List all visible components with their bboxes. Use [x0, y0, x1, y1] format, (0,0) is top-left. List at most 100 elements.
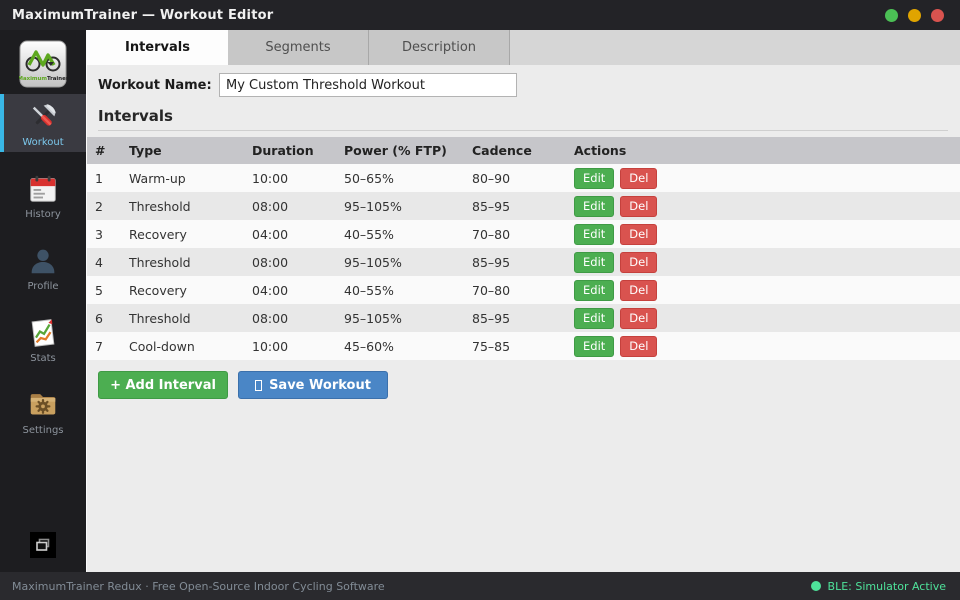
table-row: 3 Recovery 04:00 40–55% 70–80 Edit Del [87, 220, 960, 248]
cell-type: Recovery [129, 226, 187, 242]
cell-type: Warm-up [129, 170, 186, 186]
edit-button[interactable]: Edit [574, 251, 615, 273]
add-interval-button[interactable]: + Add Interval [98, 371, 228, 399]
cell-duration: 08:00 [252, 310, 289, 326]
workout-name-input[interactable] [219, 73, 517, 97]
cell-number: 6 [95, 310, 103, 326]
cell-power: 40–55% [344, 226, 394, 242]
edit-button[interactable]: Edit [574, 223, 615, 245]
status-left-text: MaximumTrainer Redux · Free Open-Source … [12, 579, 385, 593]
svg-text:MaximumTrainer: MaximumTrainer [19, 76, 67, 82]
table-row: 7 Cool-down 10:00 45–60% 75–85 Edit Del [87, 332, 960, 360]
edit-button[interactable]: Edit [574, 167, 615, 189]
cell-number: 5 [95, 282, 103, 298]
column-header: Cadence [464, 137, 566, 164]
cell-type: Recovery [129, 282, 187, 298]
sidebar-item-label: Settings [22, 424, 64, 436]
window-button-red-icon[interactable] [931, 8, 944, 22]
cell-power: 50–65% [344, 170, 394, 186]
edit-button[interactable]: Edit [574, 307, 615, 329]
overlapping-windows-icon [36, 538, 50, 551]
title-bar: MaximumTrainer — Workout Editor [0, 0, 960, 30]
tab-segments[interactable]: Segments [228, 30, 369, 65]
window-button-green-icon[interactable] [885, 8, 898, 22]
cell-power: 45–60% [344, 338, 394, 354]
cell-actions: Edit Del [566, 164, 960, 192]
cell-power: 95–105% [344, 310, 402, 326]
cell-duration: 10:00 [252, 170, 289, 186]
sidebar: MaximumTrainer [0, 30, 86, 572]
chart-doc-icon [25, 315, 61, 351]
cell-type: Threshold [129, 310, 191, 326]
delete-button[interactable]: Del [620, 307, 658, 329]
cell-cadence: 85–95 [472, 254, 511, 270]
cell-actions: Edit Del [566, 248, 960, 276]
cell-type: Cool-down [129, 338, 195, 354]
sidebar-item-history[interactable]: History [0, 166, 86, 224]
sidebar-item-profile[interactable]: Profile [0, 238, 86, 296]
column-header: Duration [244, 137, 336, 164]
sidebar-item-label: Profile [27, 280, 59, 292]
save-workout-label: Save Workout [269, 377, 371, 393]
section-heading: Intervals [98, 107, 173, 125]
cell-power: 95–105% [344, 254, 402, 270]
sidebar-item-workout[interactable]: Workout [0, 94, 86, 152]
edit-button[interactable]: Edit [574, 195, 615, 217]
section-divider [98, 130, 948, 131]
delete-button[interactable]: Del [620, 167, 658, 189]
table-row: 2 Threshold 08:00 95–105% 85–95 Edit Del [87, 192, 960, 220]
edit-button[interactable]: Edit [574, 335, 615, 357]
cell-duration: 08:00 [252, 254, 289, 270]
ble-status-text: BLE: Simulator Active [827, 579, 946, 593]
sidebar-item-stats[interactable]: Stats [0, 310, 86, 368]
sidebar-item-settings[interactable]: Settings [0, 382, 86, 440]
tab-intervals[interactable]: Intervals [87, 30, 228, 65]
delete-button[interactable]: Del [620, 223, 658, 245]
sidebar-item-label: Workout [22, 136, 64, 148]
tab-bar: Intervals Segments Description [87, 30, 960, 65]
cell-power: 95–105% [344, 198, 402, 214]
cell-type: Threshold [129, 254, 191, 270]
table-row: 4 Threshold 08:00 95–105% 85–95 Edit Del [87, 248, 960, 276]
window-button-amber-icon[interactable] [908, 8, 921, 22]
cell-cadence: 85–95 [472, 198, 511, 214]
cell-actions: Edit Del [566, 220, 960, 248]
column-header: Type [121, 137, 244, 164]
cell-actions: Edit Del [566, 276, 960, 304]
cell-cadence: 75–85 [472, 338, 511, 354]
calendar-icon [25, 171, 61, 207]
column-header: # [87, 137, 121, 164]
sidebar-item-label: History [25, 208, 61, 220]
table-row: 1 Warm-up 10:00 50–65% 80–90 Edit Del [87, 164, 960, 192]
edit-button[interactable]: Edit [574, 279, 615, 301]
delete-button[interactable]: Del [620, 279, 658, 301]
window-switcher-button[interactable] [30, 532, 56, 558]
editor-content: Workout Name: Intervals #TypeDurationPow… [87, 65, 960, 572]
main-area: Intervals Segments Description Workout N… [86, 30, 960, 572]
cell-cadence: 70–80 [472, 282, 511, 298]
save-glyph-icon [255, 379, 263, 391]
tab-description[interactable]: Description [369, 30, 510, 65]
table-row: 5 Recovery 04:00 40–55% 70–80 Edit Del [87, 276, 960, 304]
column-header: Actions [566, 137, 960, 164]
table-header-row: # Type Duration Power (% FTP) Cadence Actions [87, 137, 960, 164]
tools-icon [25, 99, 61, 135]
window-controls [885, 8, 944, 22]
cell-cadence: 85–95 [472, 310, 511, 326]
table-row: 6 Threshold 08:00 95–105% 85–95 Edit Del [87, 304, 960, 332]
delete-button[interactable]: Del [620, 335, 658, 357]
cell-cadence: 70–80 [472, 226, 511, 242]
workout-name-label: Workout Name: [98, 77, 212, 93]
cell-number: 4 [95, 254, 103, 270]
cell-cadence: 80–90 [472, 170, 511, 186]
cell-number: 1 [95, 170, 103, 186]
save-workout-button[interactable]: Save Workout [238, 371, 388, 399]
ble-status: BLE: Simulator Active [810, 579, 946, 593]
delete-button[interactable]: Del [620, 251, 658, 273]
column-header: Power (% FTP) [336, 137, 464, 164]
cell-actions: Edit Del [566, 192, 960, 220]
cell-number: 2 [95, 198, 103, 214]
cell-duration: 08:00 [252, 198, 289, 214]
delete-button[interactable]: Del [620, 195, 658, 217]
